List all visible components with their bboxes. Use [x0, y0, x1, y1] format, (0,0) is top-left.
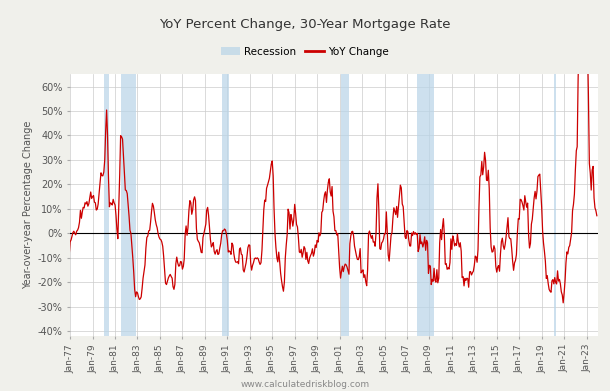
Text: YoY Percent Change, 30-Year Mortgage Rate: YoY Percent Change, 30-Year Mortgage Rat… — [159, 18, 451, 30]
Bar — [554, 74, 556, 336]
Bar — [221, 74, 229, 336]
Text: www.calculatedriskblog.com: www.calculatedriskblog.com — [240, 380, 370, 389]
Y-axis label: Year-over-year Percentage Change: Year-over-year Percentage Change — [23, 121, 34, 289]
Legend: Recession, YoY Change: Recession, YoY Change — [217, 42, 393, 61]
Bar — [342, 74, 349, 336]
Bar — [104, 74, 109, 336]
Bar — [417, 74, 434, 336]
Bar — [121, 74, 135, 336]
